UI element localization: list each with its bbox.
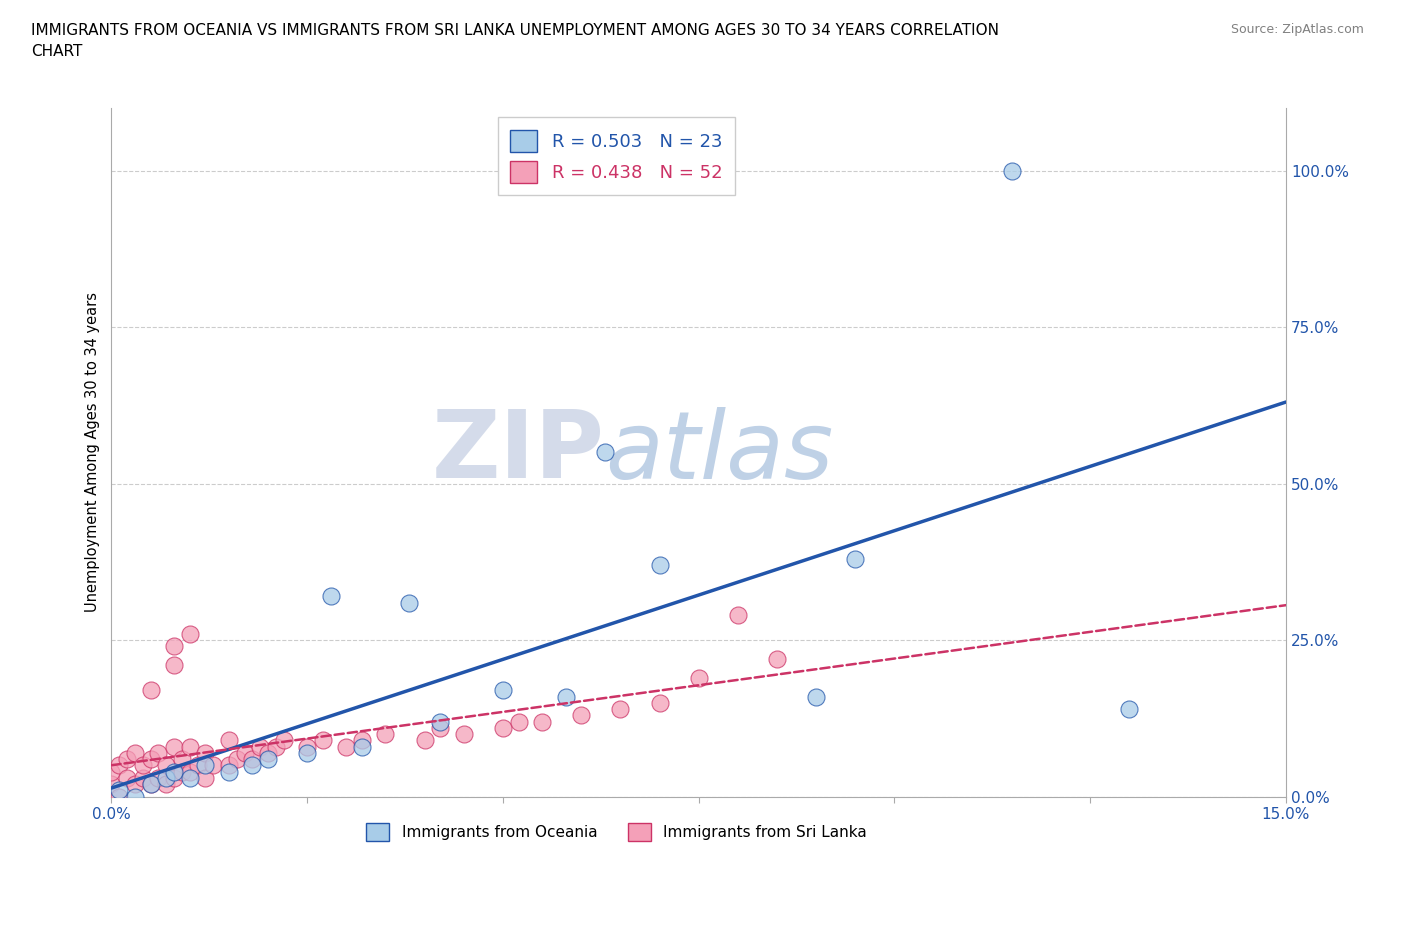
Point	[148, 746, 170, 761]
Point	[648, 696, 671, 711]
Point	[492, 721, 515, 736]
Point	[124, 777, 146, 791]
Point	[609, 701, 631, 716]
Point	[124, 790, 146, 804]
Point	[218, 758, 240, 773]
Point	[1118, 701, 1140, 716]
Point	[194, 770, 217, 785]
Point	[163, 770, 186, 785]
Point	[115, 751, 138, 766]
Point	[139, 777, 162, 791]
Point	[163, 658, 186, 672]
Point	[554, 689, 576, 704]
Point	[319, 589, 342, 604]
Point	[179, 764, 201, 779]
Point	[202, 758, 225, 773]
Point	[264, 739, 287, 754]
Point	[766, 652, 789, 667]
Point	[295, 739, 318, 754]
Point	[179, 770, 201, 785]
Point	[108, 783, 131, 798]
Point	[233, 746, 256, 761]
Point	[179, 627, 201, 642]
Point	[100, 764, 122, 779]
Point	[187, 758, 209, 773]
Point	[350, 739, 373, 754]
Point	[218, 733, 240, 748]
Point	[170, 764, 193, 779]
Point	[139, 777, 162, 791]
Point	[508, 714, 530, 729]
Point	[240, 758, 263, 773]
Point	[429, 714, 451, 729]
Point	[218, 764, 240, 779]
Text: atlas: atlas	[605, 406, 832, 498]
Point	[163, 764, 186, 779]
Point	[398, 595, 420, 610]
Point	[139, 683, 162, 698]
Point	[531, 714, 554, 729]
Point	[132, 770, 155, 785]
Legend: Immigrants from Oceania, Immigrants from Sri Lanka: Immigrants from Oceania, Immigrants from…	[360, 817, 873, 847]
Point	[257, 751, 280, 766]
Point	[688, 671, 710, 685]
Point	[273, 733, 295, 748]
Point	[413, 733, 436, 748]
Point	[312, 733, 335, 748]
Point	[115, 770, 138, 785]
Point	[163, 639, 186, 654]
Point	[163, 739, 186, 754]
Point	[453, 726, 475, 741]
Point	[593, 445, 616, 459]
Point	[844, 551, 866, 566]
Point	[240, 751, 263, 766]
Point	[257, 746, 280, 761]
Point	[155, 777, 177, 791]
Point	[179, 739, 201, 754]
Text: IMMIGRANTS FROM OCEANIA VS IMMIGRANTS FROM SRI LANKA UNEMPLOYMENT AMONG AGES 30 : IMMIGRANTS FROM OCEANIA VS IMMIGRANTS FR…	[31, 23, 998, 60]
Point	[108, 758, 131, 773]
Point	[295, 746, 318, 761]
Point	[225, 751, 247, 766]
Point	[132, 758, 155, 773]
Point	[350, 733, 373, 748]
Point	[374, 726, 396, 741]
Point	[492, 683, 515, 698]
Point	[727, 607, 749, 622]
Point	[100, 777, 122, 791]
Point	[139, 751, 162, 766]
Point	[108, 790, 131, 804]
Text: ZIP: ZIP	[432, 406, 605, 498]
Point	[804, 689, 827, 704]
Point	[335, 739, 357, 754]
Point	[170, 751, 193, 766]
Point	[155, 770, 177, 785]
Point	[648, 558, 671, 573]
Point	[155, 758, 177, 773]
Text: Source: ZipAtlas.com: Source: ZipAtlas.com	[1230, 23, 1364, 36]
Point	[194, 758, 217, 773]
Y-axis label: Unemployment Among Ages 30 to 34 years: Unemployment Among Ages 30 to 34 years	[86, 292, 100, 612]
Point	[194, 746, 217, 761]
Point	[249, 739, 271, 754]
Point	[148, 770, 170, 785]
Point	[569, 708, 592, 723]
Point	[429, 721, 451, 736]
Point	[1001, 163, 1024, 178]
Point	[124, 746, 146, 761]
